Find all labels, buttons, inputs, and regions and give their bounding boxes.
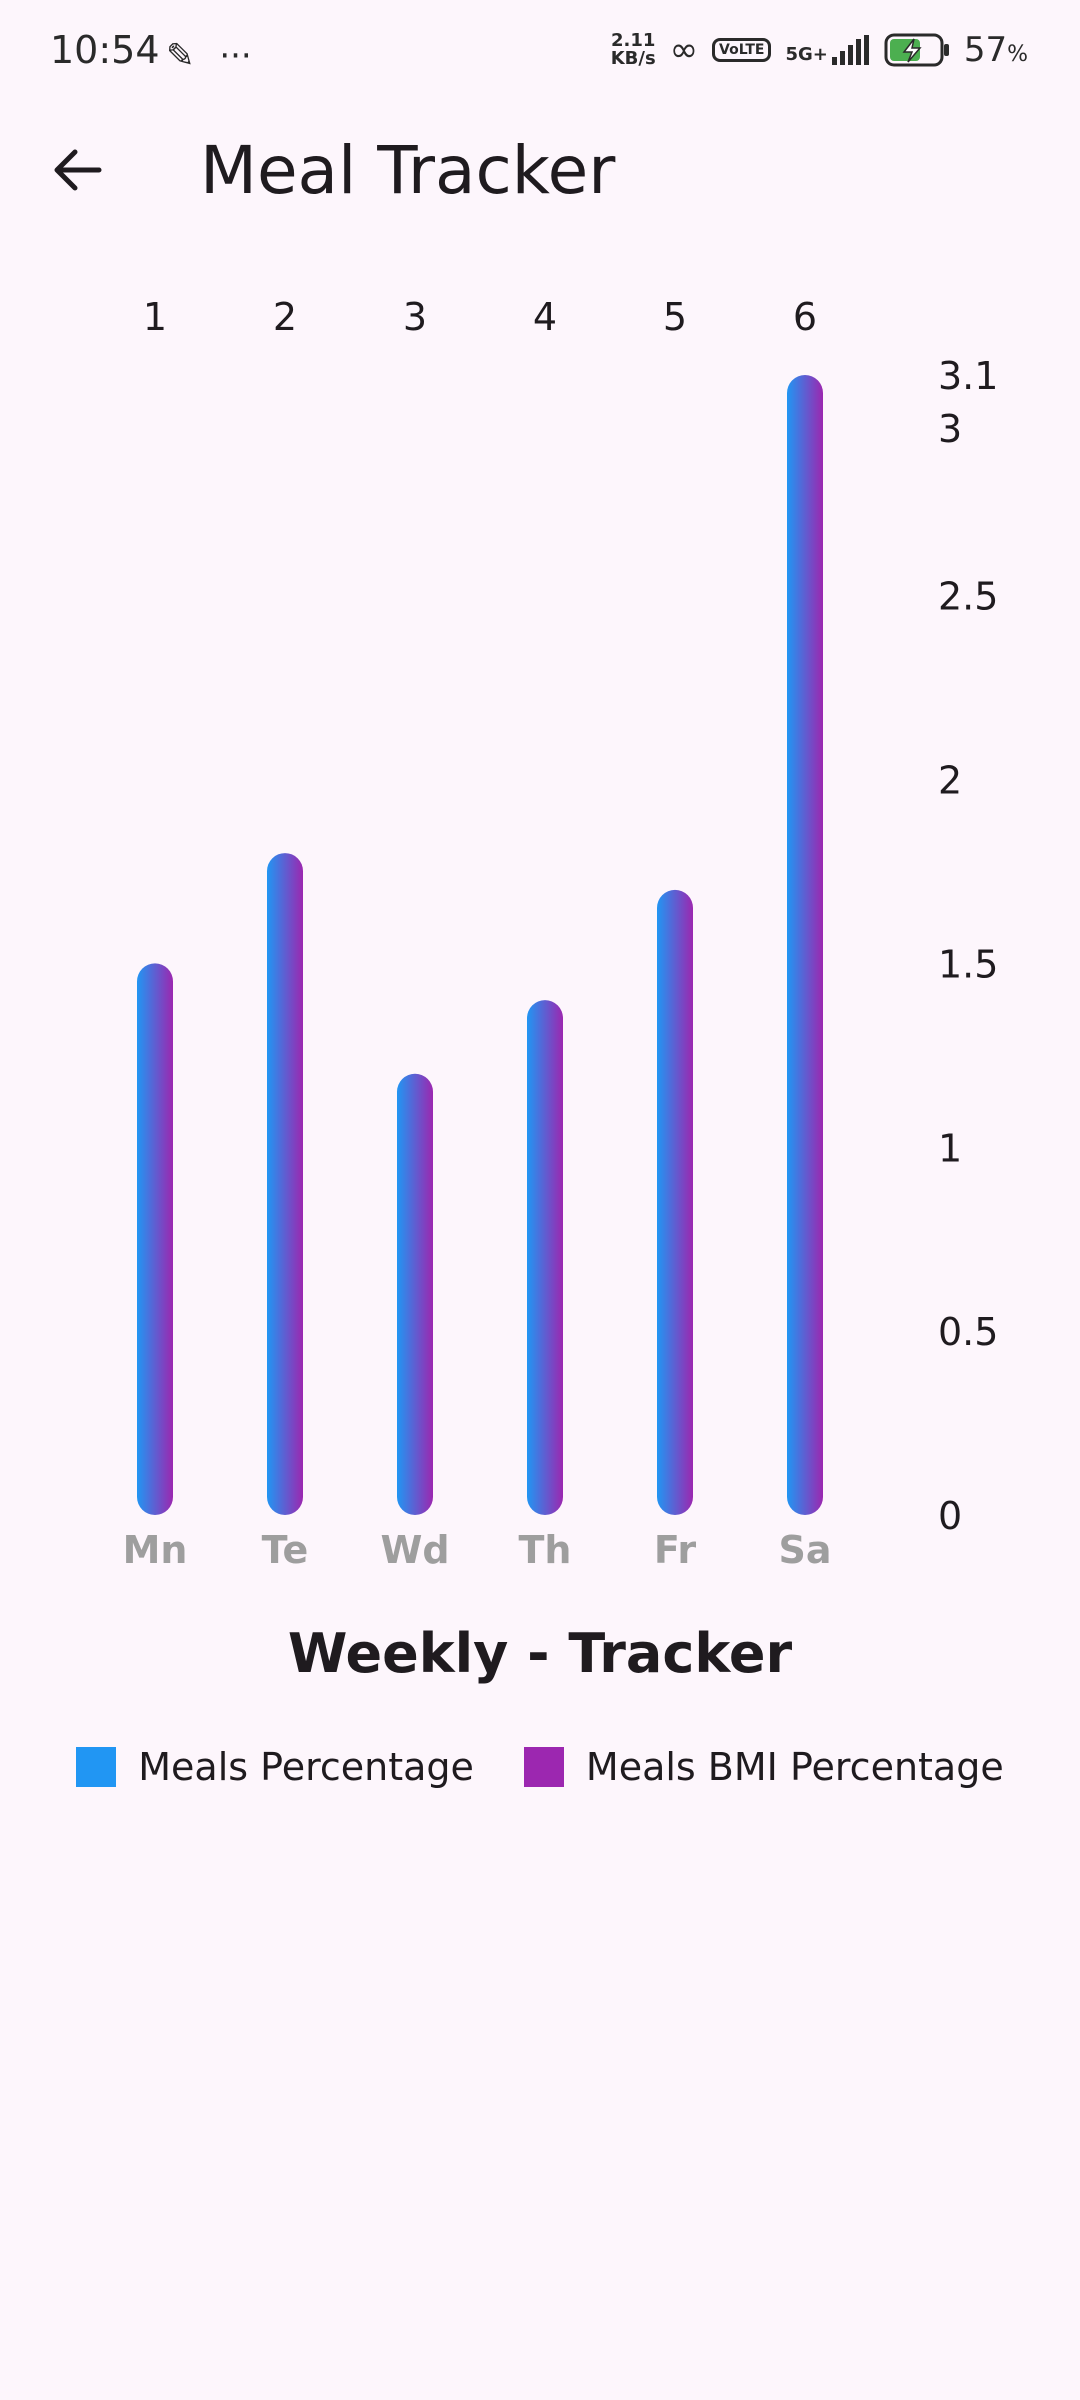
top-axis-label: 2	[273, 295, 297, 339]
y-axis-tick-label: 1	[938, 1126, 962, 1170]
network-speed: 2.11 KB/s	[611, 32, 656, 68]
legend-item-meals-bmi-percentage[interactable]: Meals BMI Percentage	[523, 1745, 1004, 1789]
battery-percent-unit: %	[1007, 42, 1028, 67]
app-notification-icon: ✎	[166, 36, 195, 76]
chart-svg: 1 2 3 4 5 6 Mn Te Wd Th Fr Sa 0 0.5 1 1.5 2 2.5 3 3.1	[123, 295, 999, 1572]
chart-legend: Meals Percentage Meals BMI Percentage	[0, 1745, 1080, 1789]
category-label-wd: Wd	[380, 1528, 449, 1572]
category-label-fr: Fr	[654, 1528, 697, 1572]
y-axis-tick-label: 3	[938, 407, 962, 451]
chart-legend-title: Weekly - Tracker	[287, 1622, 793, 1685]
battery-percent: 57%	[964, 30, 1028, 70]
category-label-sa: Sa	[778, 1528, 831, 1572]
category-label-te: Te	[262, 1528, 309, 1572]
signal-icon: 5G+	[785, 35, 869, 65]
network-speed-unit: KB/s	[610, 48, 656, 69]
bar-th[interactable]	[527, 1000, 563, 1515]
bar-sa[interactable]	[787, 375, 823, 1515]
top-axis-label: 5	[663, 295, 687, 339]
legend-label-meals-bmi-percentage: Meals BMI Percentage	[585, 1745, 1004, 1789]
bar-mn[interactable]	[137, 963, 173, 1515]
notification-icons: ✎ ···	[166, 36, 252, 76]
y-axis-tick-label: 0	[938, 1494, 962, 1538]
top-axis-label: 1	[143, 295, 167, 339]
battery-percent-value: 57	[963, 30, 1008, 70]
category-label-th: Th	[519, 1528, 572, 1572]
bar-fr[interactable]	[657, 889, 693, 1515]
y-axis-tick-label: 0.5	[938, 1310, 998, 1354]
back-button[interactable]	[40, 132, 116, 208]
network-type-label: 5G+	[785, 44, 828, 65]
bar-wd[interactable]	[397, 1073, 433, 1515]
page-title: Meal Tracker	[200, 132, 616, 209]
y-axis-tick-label: 2.5	[938, 575, 998, 619]
status-bar: 10:54 ✎ ··· 2.11 KB/s ∞ VoLTE 5G+	[0, 0, 1080, 110]
network-speed-value: 2.11	[611, 30, 656, 51]
top-axis-label: 3	[403, 295, 427, 339]
legend-label-meals-percentage: Meals Percentage	[138, 1745, 474, 1789]
weekly-chart: 1 2 3 4 5 6 Mn Te Wd Th Fr Sa 0 0.5 1 1.5 2 2.5 3 3.1	[0, 280, 1080, 1600]
bar-te[interactable]	[267, 853, 303, 1515]
more-notifications-icon: ···	[219, 36, 252, 76]
hotspot-icon: ∞	[669, 30, 699, 70]
legend-swatch-meals-bmi-percentage	[523, 1747, 564, 1787]
status-time: 10:54	[50, 28, 160, 72]
signal-bars-icon	[831, 35, 869, 65]
arrow-left-icon	[54, 149, 102, 191]
legend-swatch-meals-percentage	[76, 1747, 117, 1787]
top-axis-label: 4	[533, 295, 557, 339]
y-axis-tick-label: 1.5	[938, 942, 998, 986]
y-axis-tick-label: 2	[938, 759, 962, 803]
volte-badge: VoLTE	[712, 38, 772, 62]
status-right: 2.11 KB/s ∞ VoLTE 5G+ 57%	[611, 30, 1028, 70]
battery-charging-icon	[884, 33, 949, 67]
app-bar: Meal Tracker	[0, 110, 1080, 230]
y-axis-tick-label: 3.1	[938, 354, 998, 398]
legend-item-meals-percentage[interactable]: Meals Percentage	[76, 1745, 474, 1789]
category-label-mn: Mn	[123, 1528, 188, 1572]
top-axis-label: 6	[793, 295, 817, 339]
